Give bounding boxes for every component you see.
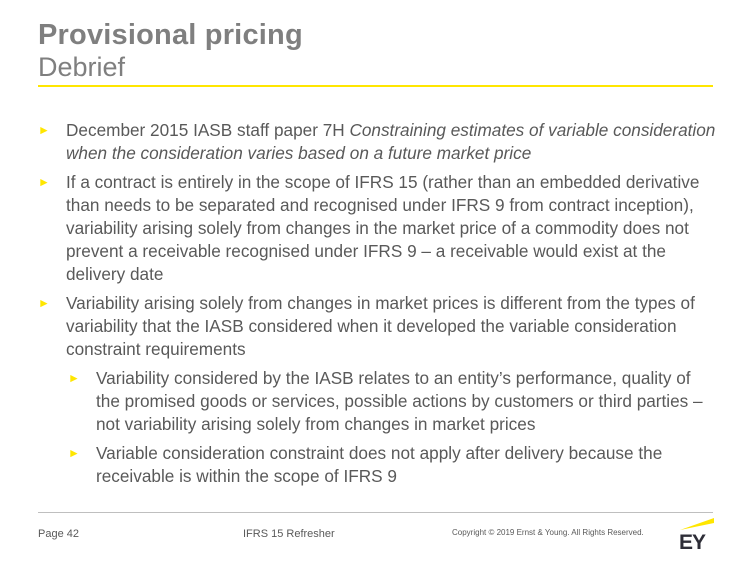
title-main: Provisional pricing bbox=[38, 19, 303, 51]
logo-text: EY bbox=[679, 531, 706, 554]
bullet-text: Variability arising solely from changes … bbox=[66, 293, 695, 359]
bullet-arrow-icon: ► bbox=[38, 296, 50, 310]
sub-bullet-text: Variability considered by the IASB relat… bbox=[96, 368, 703, 434]
bullet-item: ► If a contract is entirely in the scope… bbox=[38, 171, 718, 286]
sub-bullet-item: ► Variable consideration constraint does… bbox=[68, 442, 718, 488]
sub-bullet-item: ► Variability considered by the IASB rel… bbox=[68, 367, 718, 436]
copyright-notice: Copyright © 2019 Ernst & Young. All Righ… bbox=[452, 528, 644, 537]
deck-title: IFRS 15 Refresher bbox=[243, 528, 335, 540]
bullet-arrow-icon: ► bbox=[68, 446, 80, 460]
footer-divider bbox=[38, 512, 713, 513]
bullet-item: ► Variability arising solely from change… bbox=[38, 292, 718, 361]
bullet-item: ► December 2015 IASB staff paper 7H Cons… bbox=[38, 119, 718, 165]
bullet-text: If a contract is entirely in the scope o… bbox=[66, 172, 700, 284]
sub-bullet-text: Variable consideration constraint does n… bbox=[96, 443, 663, 486]
bullet-text: December 2015 IASB staff paper 7H bbox=[66, 120, 350, 140]
ey-logo: EY bbox=[676, 518, 716, 556]
logo-beam-icon bbox=[680, 518, 714, 530]
bullet-arrow-icon: ► bbox=[38, 175, 50, 189]
page-number: Page 42 bbox=[38, 528, 79, 540]
title-subtitle: Debrief bbox=[38, 52, 126, 82]
bullet-list: ► December 2015 IASB staff paper 7H Cons… bbox=[38, 119, 718, 494]
bullet-arrow-icon: ► bbox=[38, 123, 50, 137]
slide-title: Provisional pricing Debrief bbox=[38, 18, 303, 82]
title-underline bbox=[38, 85, 713, 87]
bullet-text-italic: Constraining estimates of variable consi… bbox=[66, 120, 716, 163]
bullet-arrow-icon: ► bbox=[68, 371, 80, 385]
